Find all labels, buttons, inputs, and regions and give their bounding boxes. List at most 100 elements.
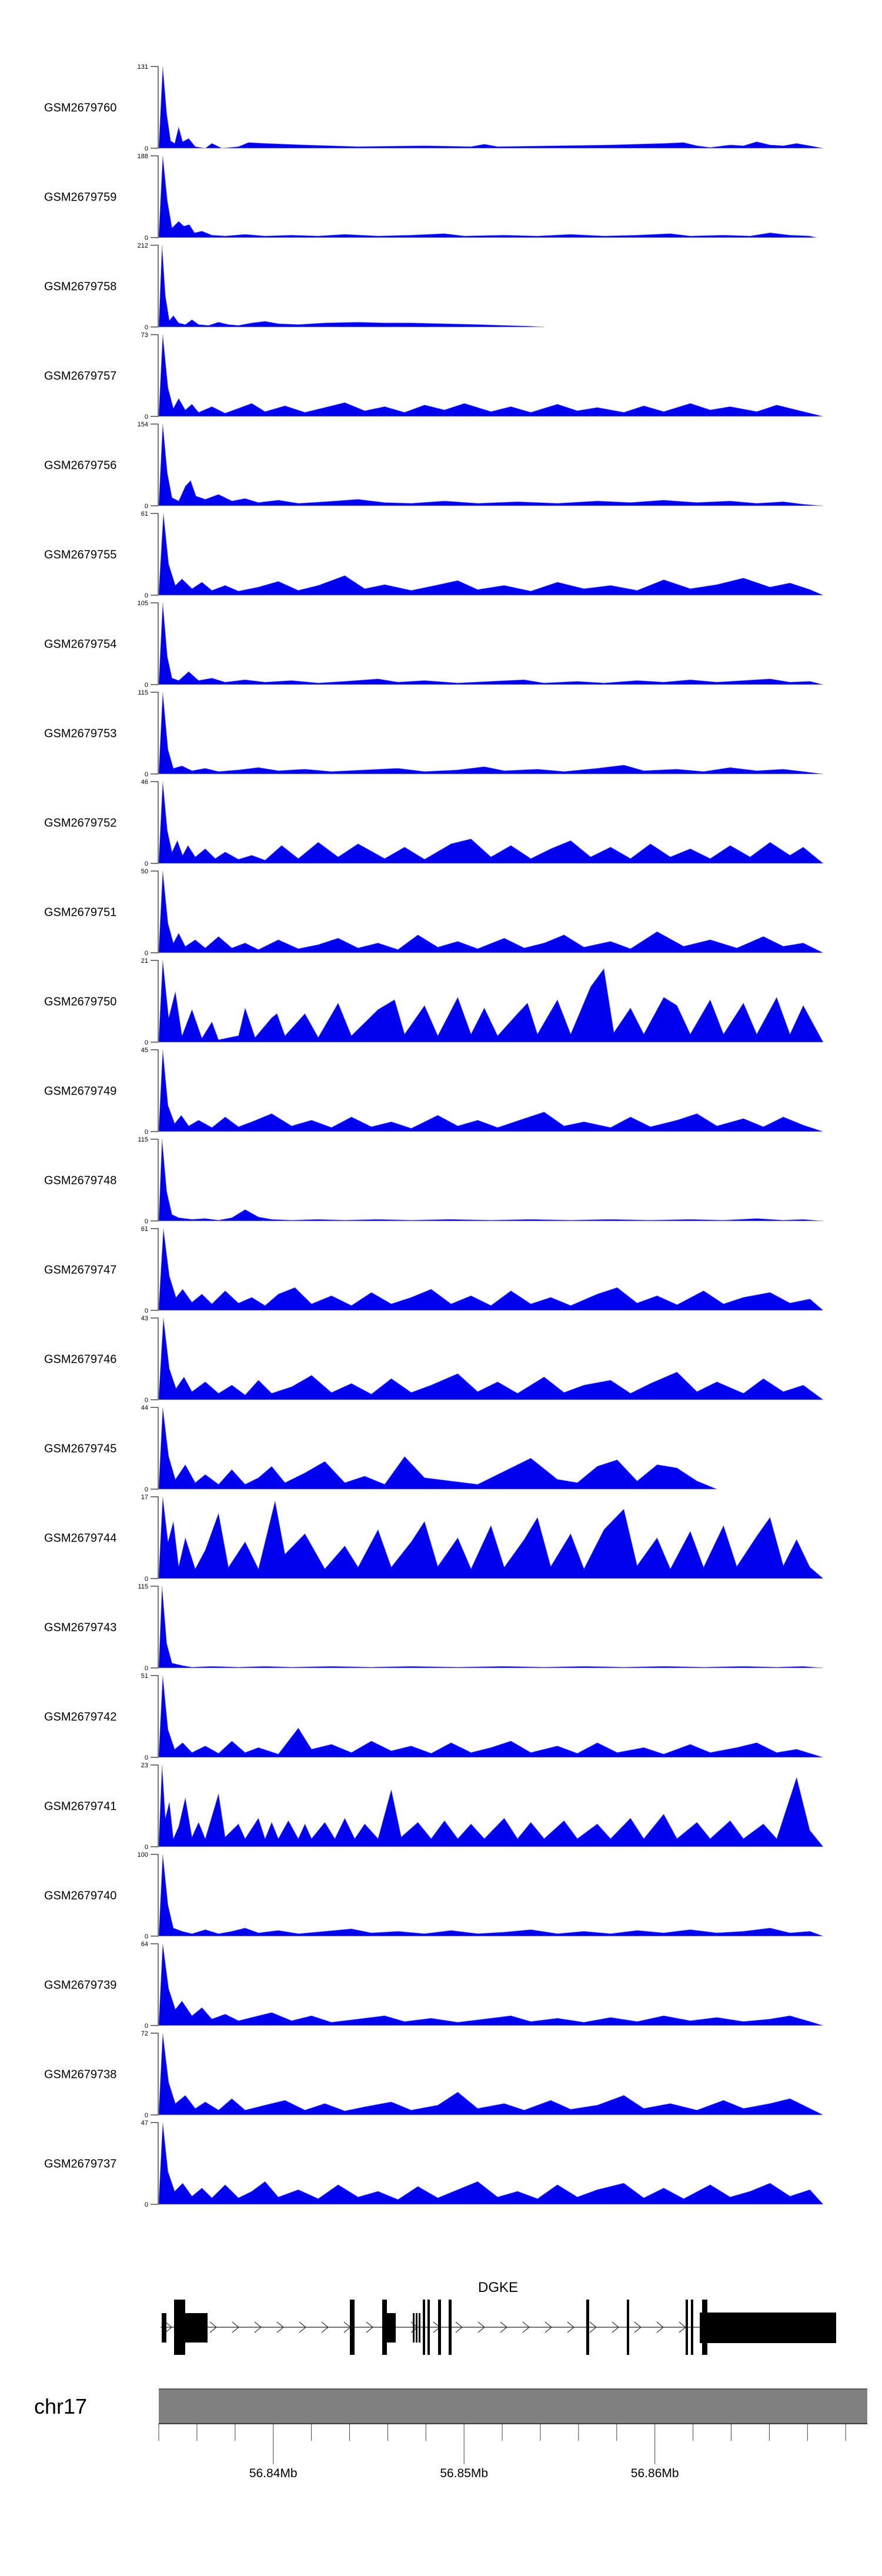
coverage-track: GSM2679759 188 0 — [44, 153, 817, 242]
y-max-label: 115 — [138, 1583, 148, 1590]
track-y-axis — [151, 1407, 159, 1490]
track-label: GSM2679742 — [44, 1711, 116, 1724]
exon-box — [423, 2300, 425, 2355]
y-zero-label: 0 — [145, 592, 148, 599]
exon-box — [438, 2300, 441, 2355]
y-max-label: 72 — [141, 2030, 148, 2037]
track-label: GSM2679757 — [44, 370, 116, 383]
y-zero-label: 0 — [145, 503, 148, 510]
exon-box — [427, 2300, 430, 2355]
strand-arrow-icon — [656, 2321, 664, 2333]
track-label: GSM2679743 — [44, 1621, 116, 1634]
y-max-label: 115 — [138, 689, 148, 696]
y-zero-label: 0 — [145, 682, 148, 689]
y-zero-label: 0 — [145, 324, 148, 331]
strand-arrow-icon — [589, 2321, 597, 2333]
exon-box — [382, 2300, 387, 2355]
strand-arrow-icon — [455, 2321, 463, 2333]
y-max-label: 73 — [141, 332, 148, 339]
coverage-track: GSM2679758 212 0 — [44, 242, 544, 331]
track-y-axis — [151, 66, 159, 149]
ideogram-track: chr17 56.84Mb 56.85Mb 56.86Mb — [34, 2388, 867, 2480]
track-label: GSM2679739 — [44, 1979, 116, 1992]
coverage-area — [158, 2122, 824, 2205]
coverage-area — [158, 245, 544, 328]
coverage-area — [158, 155, 817, 238]
track-label: GSM2679746 — [44, 1353, 116, 1366]
exon-box — [174, 2300, 185, 2355]
exon-box — [627, 2300, 629, 2355]
coverage-area — [158, 1854, 824, 1937]
chromosome-label: chr17 — [34, 2394, 87, 2418]
gene-name-label: DGKE — [478, 2280, 518, 2295]
axis-tick-label: 56.85Mb — [440, 2467, 488, 2480]
y-max-label: 100 — [138, 1851, 148, 1858]
track-y-axis — [151, 1943, 159, 2026]
track-y-axis — [151, 1049, 159, 1132]
coverage-track: GSM2679743 115 0 — [44, 1583, 824, 1672]
track-label: GSM2679744 — [44, 1532, 116, 1545]
track-label: GSM2679745 — [44, 1443, 116, 1456]
axis-tick-label: 56.86Mb — [631, 2467, 679, 2480]
y-zero-label: 0 — [145, 950, 148, 957]
strand-arrow-icon — [165, 2321, 172, 2333]
track-label: GSM2679747 — [44, 1264, 116, 1277]
coverage-track: GSM2679751 50 0 — [44, 868, 824, 957]
y-zero-label: 0 — [145, 1486, 148, 1493]
strand-arrow-icon — [567, 2321, 574, 2333]
track-label: GSM2679740 — [44, 1890, 116, 1903]
y-max-label: 61 — [141, 510, 148, 518]
y-zero-label: 0 — [145, 1397, 148, 1404]
coverage-area — [158, 66, 824, 149]
strand-arrow-icon — [500, 2321, 507, 2333]
coverage-track: GSM2679738 72 0 — [44, 2030, 824, 2119]
coverage-track: GSM2679740 100 0 — [44, 1851, 824, 1940]
track-y-axis — [151, 602, 159, 685]
track-label: GSM2679760 — [44, 102, 116, 115]
coverage-area — [158, 423, 824, 506]
y-max-label: 154 — [138, 421, 148, 428]
y-max-label: 43 — [141, 1315, 148, 1322]
y-max-label: 51 — [141, 1673, 148, 1680]
coverage-track: GSM2679755 61 0 — [44, 510, 824, 599]
coverage-track: GSM2679757 73 0 — [44, 332, 824, 421]
coverage-area — [158, 960, 824, 1043]
y-max-label: 44 — [141, 1404, 148, 1412]
track-label: GSM2679752 — [44, 817, 116, 830]
coverage-area — [158, 692, 824, 775]
exon-box — [413, 2313, 415, 2343]
coverage-track: GSM2679756 154 0 — [44, 421, 824, 510]
exon-box — [449, 2300, 452, 2355]
coverage-track: GSM2679748 115 0 — [44, 1136, 824, 1225]
y-max-label: 50 — [141, 868, 148, 875]
strand-arrow-icon — [254, 2321, 262, 2333]
strand-arrow-icon — [544, 2321, 552, 2333]
track-y-axis — [151, 245, 159, 328]
strand-arrow-icon — [634, 2321, 642, 2333]
coverage-track: GSM2679749 45 0 — [44, 1047, 824, 1136]
coverage-area — [158, 2033, 824, 2115]
strand-arrow-icon — [276, 2321, 284, 2333]
exon-box — [162, 2313, 166, 2343]
exon-box — [416, 2313, 417, 2343]
y-zero-label: 0 — [145, 235, 148, 242]
y-max-label: 23 — [141, 1762, 148, 1769]
track-label: GSM2679750 — [44, 996, 116, 1009]
y-max-label: 17 — [141, 1494, 148, 1501]
y-zero-label: 0 — [145, 1576, 148, 1583]
coverage-track: GSM2679745 44 0 — [44, 1404, 717, 1493]
track-label: GSM2679749 — [44, 1085, 116, 1098]
strand-arrow-icon — [232, 2321, 239, 2333]
y-zero-label: 0 — [145, 1218, 148, 1225]
coverage-area — [158, 870, 824, 953]
track-y-axis — [151, 2122, 159, 2205]
track-y-axis — [151, 1675, 159, 1758]
exon-box — [700, 2313, 836, 2343]
coverage-area — [158, 602, 824, 685]
exon-box — [586, 2300, 589, 2355]
track-y-axis — [151, 960, 159, 1043]
track-label: GSM2679751 — [44, 906, 116, 919]
track-y-axis — [151, 1496, 159, 1579]
exon-box — [185, 2313, 208, 2343]
